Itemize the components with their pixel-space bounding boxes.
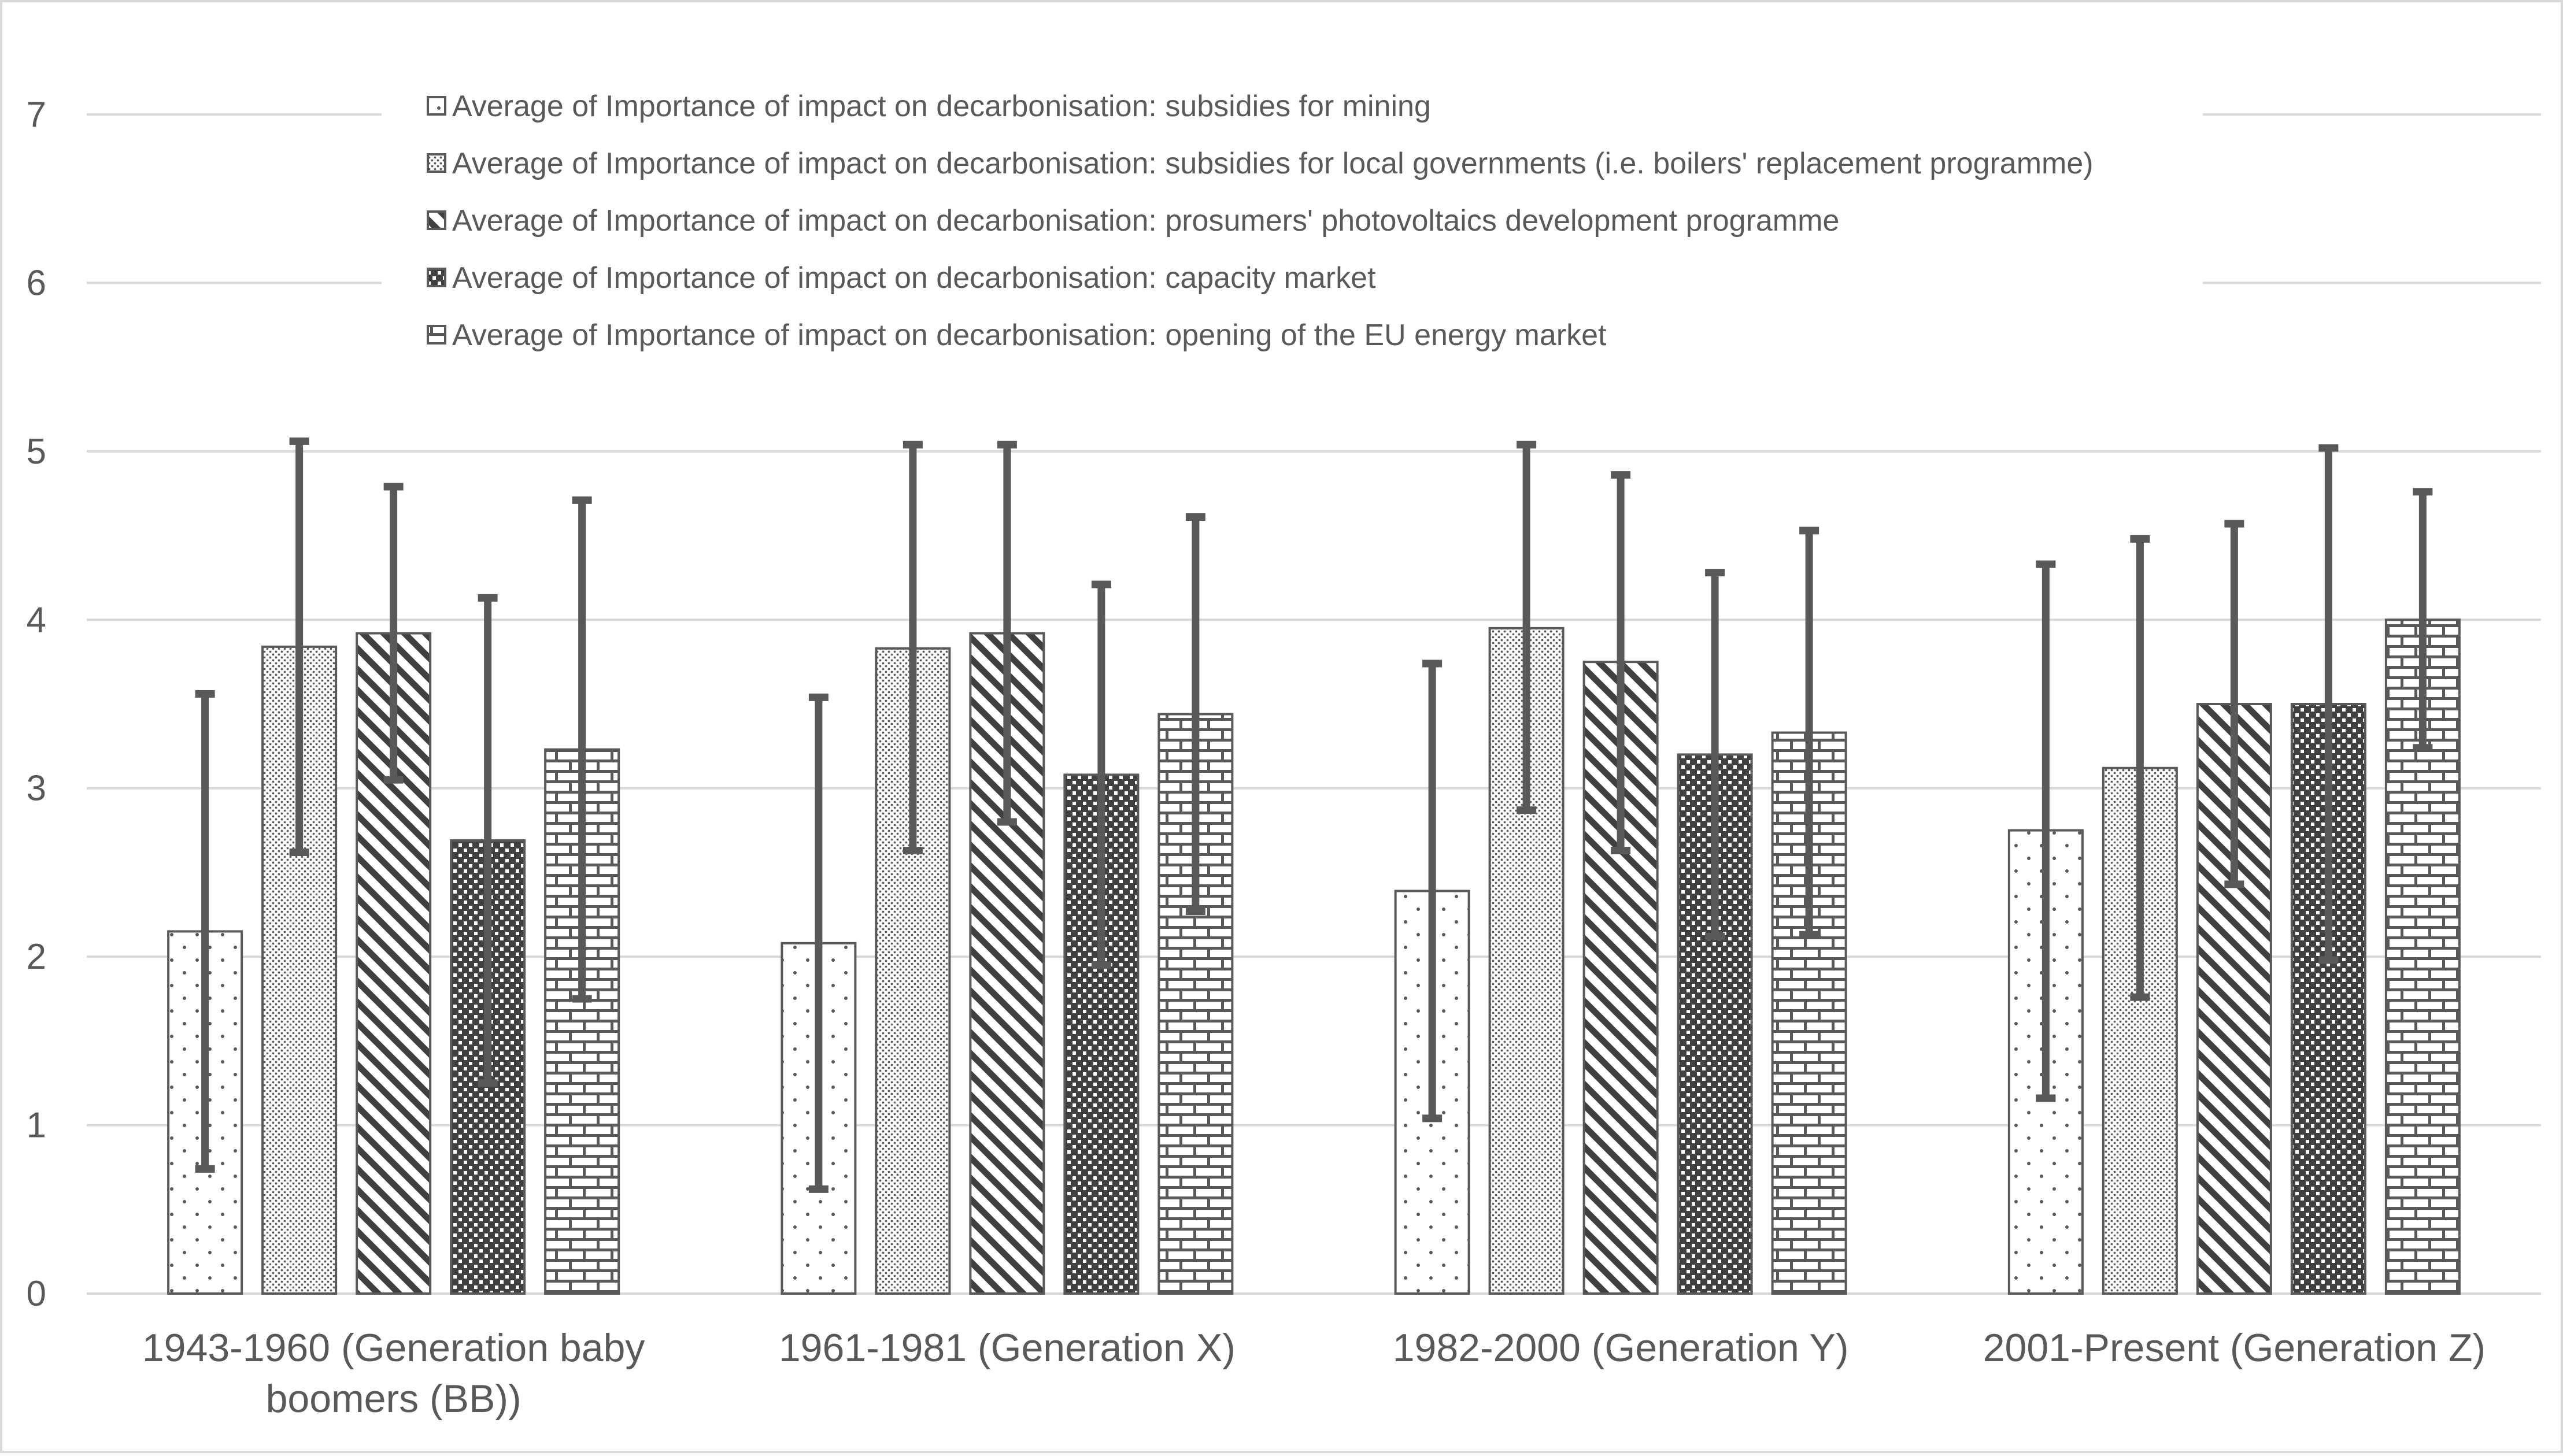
error-bar: [2036, 560, 2056, 1102]
y-tick-label: 5: [27, 432, 46, 472]
y-tick-label: 1: [27, 1106, 46, 1146]
legend-swatch: [427, 325, 446, 344]
error-bar: [1185, 513, 1205, 915]
y-tick-label: 6: [27, 263, 46, 303]
y-tick-label: 4: [27, 600, 46, 640]
legend-label: Average of Importance of impact on decar…: [452, 90, 1431, 123]
error-bar: [478, 594, 498, 1087]
legend-swatch: [427, 96, 446, 116]
legend-label: Average of Importance of impact on decar…: [452, 204, 1839, 238]
error-bar: [997, 440, 1017, 826]
error-bar: [2413, 488, 2433, 752]
error-bar: [1091, 580, 1111, 969]
error-bar: [2224, 520, 2244, 888]
x-tick-label: 2001-Present (Generation Z): [1983, 1326, 2486, 1370]
y-tick-label: 2: [27, 937, 46, 977]
legend-swatch: [427, 153, 446, 173]
legend-background: [382, 84, 2203, 370]
legend-label: Average of Importance of impact on decar…: [452, 318, 1607, 352]
legend-item: Average of Importance of impact on decar…: [427, 204, 1839, 238]
y-tick-label: 0: [27, 1274, 46, 1314]
x-tick-label: boomers (BB)): [266, 1377, 522, 1421]
error-bar: [2318, 444, 2339, 964]
legend-item: Average of Importance of impact on decar…: [427, 147, 2094, 180]
legend-label: Average of Importance of impact on decar…: [452, 147, 2094, 180]
error-bar: [2130, 535, 2150, 1001]
legend-item: Average of Importance of impact on decar…: [427, 90, 1431, 123]
legend-swatch: [427, 210, 446, 230]
error-bar: [1611, 471, 1631, 855]
legend-item: Average of Importance of impact on decar…: [427, 261, 1376, 295]
legend-item: Average of Importance of impact on decar…: [427, 318, 1607, 352]
error-bar: [808, 693, 829, 1193]
error-bar: [289, 437, 309, 856]
y-tick-label: 7: [27, 95, 46, 135]
error-bar: [383, 483, 404, 784]
error-bar: [195, 690, 215, 1173]
y-tick-label: 3: [27, 769, 46, 809]
error-bar: [903, 440, 923, 855]
error-bar: [1517, 440, 1537, 814]
error-bar: [1422, 660, 1443, 1122]
error-bar: [1799, 527, 1819, 939]
legend-label: Average of Importance of impact on decar…: [452, 261, 1376, 295]
error-bar: [572, 496, 592, 1003]
x-tick-label: 1943-1960 (Generation baby: [142, 1326, 645, 1370]
legend-swatch: [427, 268, 446, 287]
x-tick-label: 1961-1981 (Generation X): [779, 1326, 1236, 1370]
x-tick-label: 1982-2000 (Generation Y): [1393, 1326, 1849, 1370]
error-bar: [1705, 569, 1725, 940]
